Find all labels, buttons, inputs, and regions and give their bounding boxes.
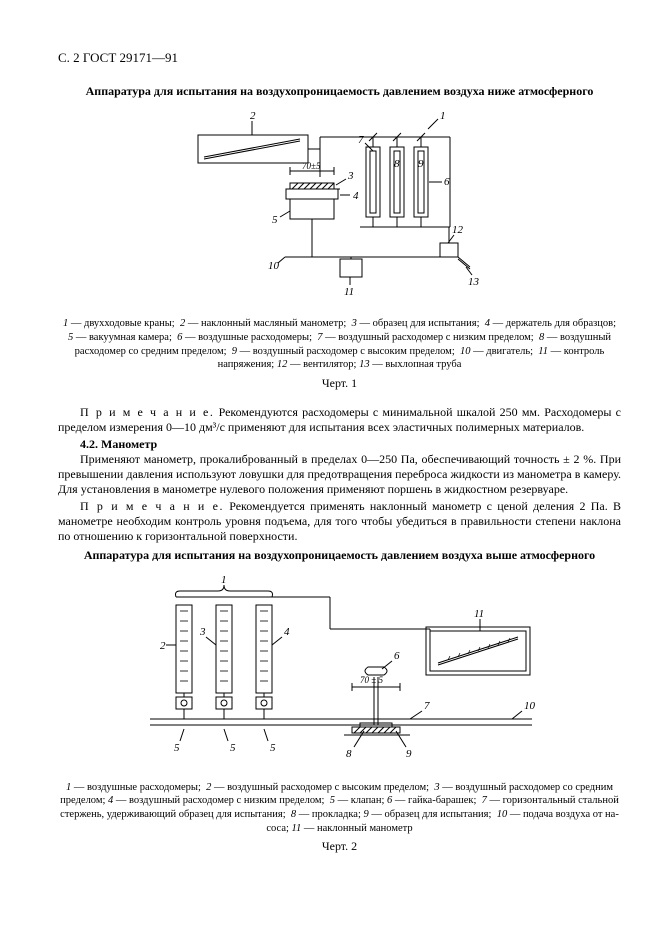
fig1-label-3: 3 xyxy=(347,170,354,182)
fig2-label-9: 9 xyxy=(406,748,412,760)
fig2-label-8: 8 xyxy=(346,748,352,760)
note2: П р и м е ч а н и е. Рекомендуется приме… xyxy=(58,499,621,544)
fig2-label-6: 6 xyxy=(394,650,400,662)
figure1-title: Аппаратура для испытания на воздухопрони… xyxy=(58,84,621,99)
fig1-label-9: 9 xyxy=(418,158,424,170)
figure2-caption: Черт. 2 xyxy=(58,839,621,854)
fig1-label-10: 10 xyxy=(268,260,280,272)
fig2-label-2: 2 xyxy=(160,640,166,652)
fig1-dim: 70±5 xyxy=(302,161,321,171)
figure1-legend: 1 — двухходовые краны; 2 — наклонный мас… xyxy=(58,317,621,372)
fig2-label-1: 1 xyxy=(221,574,227,586)
fig2-label-10: 10 xyxy=(524,700,536,712)
fig1-label-8: 8 xyxy=(394,158,400,170)
fig1-label-4: 4 xyxy=(353,190,359,202)
figure2-title: Аппаратура для испытания на воздухопрони… xyxy=(58,548,621,563)
fig1-label-1: 1 xyxy=(440,110,446,122)
p-4-2-1: Применяют манометр, прокалиброванный в п… xyxy=(58,452,621,497)
sec42-num: 4.2. xyxy=(80,437,98,451)
fig2-dim: 70 ± 5 xyxy=(360,675,383,685)
figure2-diagram: 1 2 3 4 5 5 5 6 7 8 9 10 11 70 ± 5 xyxy=(58,571,621,775)
fig1-label-6: 6 xyxy=(444,176,450,188)
note2-label: П р и м е ч а н и е. xyxy=(80,499,224,513)
figure1-caption: Черт. 1 xyxy=(58,376,621,391)
figure1-diagram: 1 2 3 4 5 6 7 8 9 10 11 12 13 70±5 xyxy=(58,107,621,311)
fig2-label-7: 7 xyxy=(424,700,430,712)
fig1-label-7: 7 xyxy=(358,134,364,146)
fig2-label-5c: 5 xyxy=(270,742,276,754)
note1-label: П р и м е ч а н и е. xyxy=(80,405,214,419)
section-4-2-head: 4.2. Манометр xyxy=(58,437,621,452)
sec42-title: Манометр xyxy=(98,437,157,451)
fig2-label-11: 11 xyxy=(474,608,484,620)
fig2-label-3: 3 xyxy=(199,626,206,638)
fig1-label-12: 12 xyxy=(452,224,464,236)
figure2-legend: 1 — воздушные расходомеры; 2 — воздушный… xyxy=(58,781,621,836)
fig1-label-13: 13 xyxy=(468,276,480,288)
fig1-label-11: 11 xyxy=(344,286,354,298)
fig1-label-2: 2 xyxy=(250,110,256,122)
fig2-label-4: 4 xyxy=(284,626,290,638)
fig2-label-5a: 5 xyxy=(174,742,180,754)
fig1-label-5: 5 xyxy=(272,214,278,226)
note1: П р и м е ч а н и е. Рекомендуются расхо… xyxy=(58,405,621,435)
fig2-label-5b: 5 xyxy=(230,742,236,754)
page-header: С. 2 ГОСТ 29171—91 xyxy=(58,50,621,66)
